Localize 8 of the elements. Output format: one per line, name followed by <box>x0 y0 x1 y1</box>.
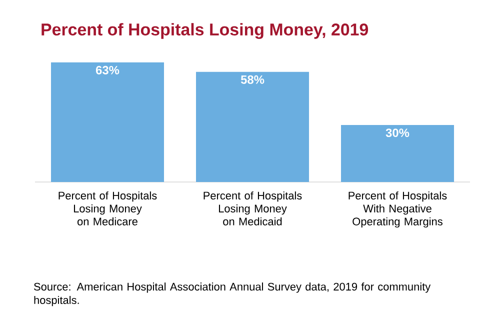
x-tick-label: Percent of Hospitals With Negative Operating Margins <box>348 191 447 228</box>
data-label: 30% <box>386 128 410 138</box>
source-note: Source: American Hospital Association Annual Survey data, 2019 for community hospitals. <box>34 282 431 306</box>
data-label: 63% <box>96 66 120 74</box>
data-label: 58% <box>240 75 264 84</box>
x-tick-label: Percent of Hospitals Losing Money on Medicare <box>58 191 157 226</box>
x-tick-label: Percent of Hospitals Losing Money on Medicaid <box>204 191 302 226</box>
chart-title: Percent of Hospitals Losing Money, 2019 <box>42 23 368 39</box>
